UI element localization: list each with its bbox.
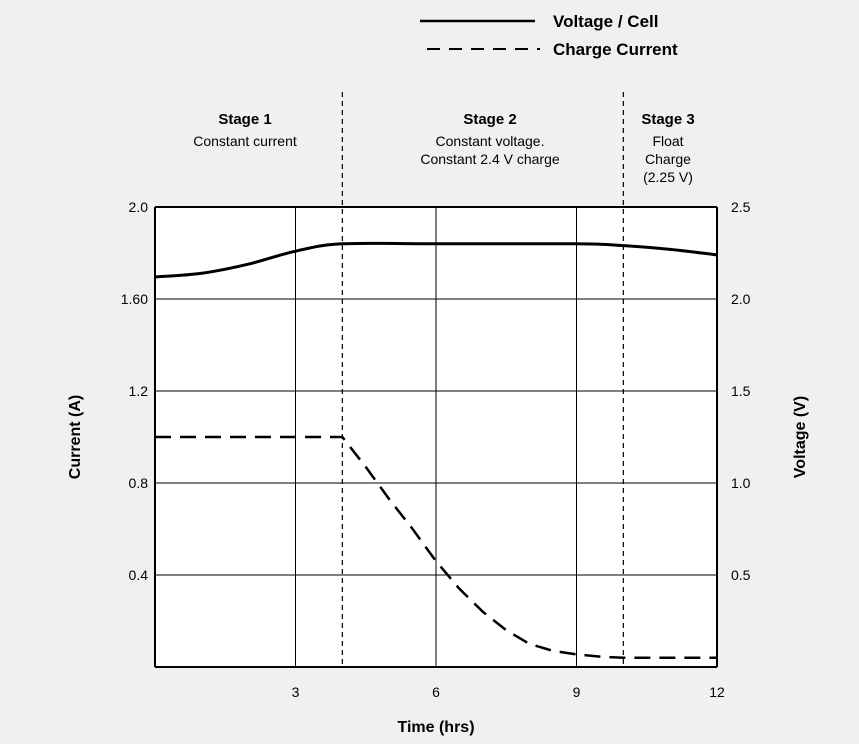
x-tick-label: 6 — [432, 684, 440, 700]
series-line-1 — [155, 435, 717, 660]
y-left-axis-title: Current (A) — [67, 395, 84, 479]
y-left-tick-label: 1.60 — [121, 291, 148, 307]
x-tick-label: 12 — [709, 684, 725, 700]
y-right-tick-label: 2.0 — [731, 291, 751, 307]
x-tick-label: 3 — [292, 684, 300, 700]
stage-description-line: Constant current — [193, 133, 297, 149]
legend-label-voltage: Voltage / Cell — [553, 12, 659, 31]
stage-title: Stage 2 — [463, 111, 516, 128]
tick-labels: 3 6 9 12 0.4 0.8 1.2 1.60 2.0 0.5 1.0 1.5 2.0 2.5 — [121, 199, 751, 700]
stage-description-line: Float — [652, 133, 683, 149]
y-right-axis-title: Voltage (V) — [792, 396, 809, 478]
stage-annotations: Stage 1 Constant current Stage 2 Constant v… — [193, 111, 694, 185]
y-right-tick-label: 1.5 — [731, 383, 751, 399]
y-left-tick-label: 0.8 — [129, 475, 149, 491]
y-right-tick-label: 1.0 — [731, 475, 751, 491]
stage-description-line: (2.25 V) — [643, 169, 693, 185]
y-left-tick-label: 1.2 — [129, 383, 149, 399]
y-left-tick-label: 0.4 — [129, 567, 149, 583]
y-left-tick-label: 2.0 — [129, 199, 149, 215]
y-right-tick-label: 0.5 — [731, 567, 751, 583]
stage-description-line: Constant 2.4 V charge — [420, 151, 560, 167]
stage-dividers — [341, 92, 624, 667]
series-group — [154, 241, 718, 660]
stage-title: Stage 1 — [218, 111, 271, 128]
stage-description-line: Charge — [645, 151, 691, 167]
series-line-0 — [154, 241, 718, 279]
stage-title: Stage 3 — [641, 111, 694, 128]
y-right-tick-label: 2.5 — [731, 199, 751, 215]
x-axis-title: Time (hrs) — [397, 719, 474, 736]
x-tick-label: 9 — [573, 684, 581, 700]
legend-label-current: Charge Current — [553, 40, 678, 59]
stage-description-line: Constant voltage. — [436, 133, 545, 149]
legend: Voltage / Cell Charge Current — [420, 12, 678, 59]
